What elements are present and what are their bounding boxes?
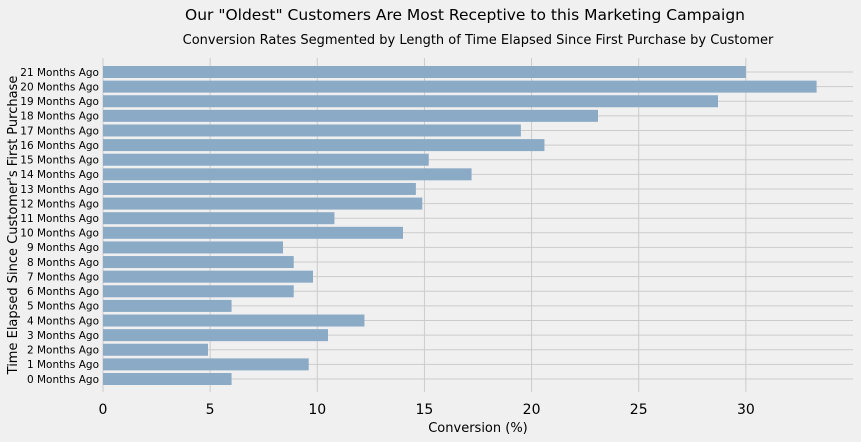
bar-11-months-ago (103, 212, 335, 225)
bar-9-months-ago (103, 241, 283, 254)
bar-10-months-ago (103, 226, 403, 239)
y-tick-label: 11 Months Ago (20, 213, 99, 225)
y-tick-label: 21 Months Ago (20, 67, 99, 79)
bar-17-months-ago (103, 124, 521, 137)
y-tick-label: 3 Months Ago (27, 330, 99, 342)
y-tick-label: 14 Months Ago (20, 169, 99, 181)
y-tick-label: 16 Months Ago (20, 140, 99, 152)
y-tick-labels: 0 Months Ago 1 Months Ago 2 Months Ago 3 Mo… (20, 67, 99, 386)
bar-6-months-ago (103, 285, 294, 298)
bar-20-months-ago (103, 80, 817, 93)
bar-5-months-ago (103, 299, 232, 312)
x-tick-label: 15 (416, 402, 434, 418)
y-tick-label: 20 Months Ago (20, 81, 99, 93)
y-tick-label: 7 Months Ago (27, 271, 99, 283)
bar-12-months-ago (103, 197, 423, 210)
x-tick-label: 5 (206, 402, 215, 418)
bar-21-months-ago (103, 66, 746, 78)
bar-0-months-ago (103, 373, 232, 385)
x-tick-label: 25 (630, 402, 648, 418)
y-tick-label: 19 Months Ago (20, 96, 99, 108)
bar-13-months-ago (103, 182, 416, 195)
grid-lines (102, 58, 853, 392)
bar-19-months-ago (103, 95, 718, 108)
y-tick-label: 8 Months Ago (27, 257, 99, 269)
bar-15-months-ago (103, 153, 429, 166)
y-tick-label: 5 Months Ago (27, 301, 99, 313)
y-tick-label: 13 Months Ago (20, 184, 99, 196)
y-tick-label: 4 Months Ago (27, 315, 99, 327)
y-tick-label: 10 Months Ago (20, 228, 99, 240)
x-tick-label: 30 (737, 402, 755, 418)
bar-2-months-ago (103, 343, 208, 356)
y-tick-label: 0 Months Ago (27, 374, 99, 386)
bar-16-months-ago (103, 139, 545, 152)
y-tick-label: 9 Months Ago (27, 242, 99, 254)
chart-subtitle: Conversion Rates Segmented by Length of … (183, 33, 774, 48)
x-tick-label: 10 (308, 402, 326, 418)
x-tick-label: 0 (99, 402, 108, 418)
y-tick-label: 6 Months Ago (27, 286, 99, 298)
y-tick-label: 12 Months Ago (20, 198, 99, 210)
x-axis-label: Conversion (%) (428, 421, 528, 436)
bar-7-months-ago (103, 270, 313, 283)
bar-18-months-ago (103, 109, 598, 122)
x-tick-labels: 0 5 10 15 20 25 30 (99, 402, 755, 418)
bar-3-months-ago (103, 329, 328, 342)
bars (103, 66, 817, 385)
bar-8-months-ago (103, 256, 294, 269)
bar-14-months-ago (103, 168, 472, 181)
y-tick-label: 15 Months Ago (20, 155, 99, 167)
chart-title: Our "Oldest" Customers Are Most Receptiv… (185, 6, 745, 24)
x-tick-label: 20 (523, 402, 541, 418)
bar-4-months-ago (103, 314, 365, 327)
bar-1-months-ago (103, 358, 309, 371)
y-tick-label: 18 Months Ago (20, 111, 99, 123)
y-tick-label: 2 Months Ago (27, 345, 99, 357)
y-tick-label: 1 Months Ago (27, 359, 99, 371)
y-axis-label: Time Elapsed Since Customer's First Purc… (6, 76, 21, 376)
y-tick-label: 17 Months Ago (20, 125, 99, 137)
